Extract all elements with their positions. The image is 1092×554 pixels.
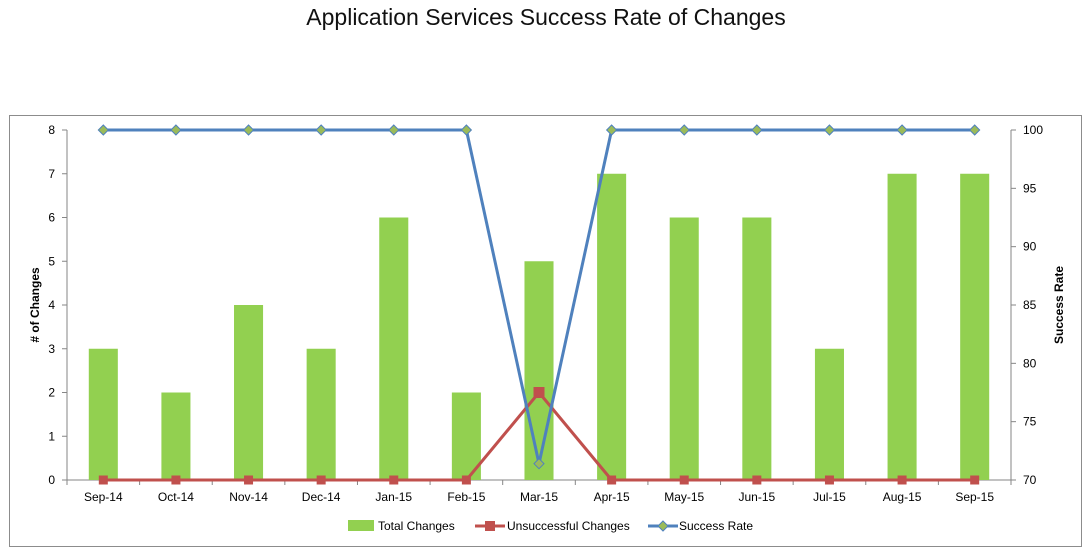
y-tick-label: 0 — [48, 473, 55, 487]
bar-total-changes — [742, 217, 772, 480]
y-tick-label: 7 — [48, 167, 55, 181]
marker-success-rate — [896, 124, 908, 136]
x-tick-label: Jul-15 — [813, 490, 846, 504]
y2-tick-label: 70 — [1023, 473, 1037, 487]
x-tick-label: Mar-15 — [520, 490, 558, 504]
marker-success-rate — [97, 124, 110, 136]
bar-total-changes — [234, 305, 264, 480]
y2-axis-title: Success Rate — [1052, 266, 1066, 344]
marker-unsuccessful-changes — [824, 475, 834, 485]
x-tick-label: Aug-15 — [883, 490, 922, 504]
x-tick-label: Dec-14 — [302, 490, 341, 504]
legend-label-unsuccessful-changes: Unsuccessful Changes — [507, 519, 630, 533]
marker-unsuccessful-changes — [461, 475, 471, 485]
bar-total-changes — [306, 348, 336, 480]
y2-tick-label: 85 — [1023, 298, 1037, 312]
bar-total-changes — [814, 348, 844, 480]
x-tick-label: Apr-15 — [594, 490, 630, 504]
x-tick-label: Sep-14 — [84, 490, 123, 504]
chart-title: Application Services Success Rate of Cha… — [306, 4, 786, 30]
x-tick-label: Jan-15 — [375, 490, 412, 504]
bar-total-changes — [669, 217, 699, 480]
y-tick-label: 3 — [48, 342, 55, 356]
x-tick-label: Sep-15 — [955, 490, 994, 504]
marker-unsuccessful-changes — [171, 475, 181, 485]
x-tick-label: Nov-14 — [229, 490, 268, 504]
legend-marker-unsuccessful-changes — [485, 521, 495, 531]
bar-total-changes — [524, 261, 554, 480]
marker-success-rate — [388, 124, 400, 136]
y-tick-label: 2 — [48, 386, 55, 400]
marker-success-rate — [242, 124, 255, 136]
bar-total-changes — [451, 392, 481, 480]
marker-unsuccessful-changes — [752, 475, 762, 485]
bar-total-changes — [88, 348, 118, 480]
y2-tick-label: 75 — [1023, 415, 1037, 429]
legend-label-success-rate: Success Rate — [679, 519, 753, 533]
bar-total-changes — [887, 173, 917, 480]
x-tick-label: May-15 — [664, 490, 704, 504]
bar-total-changes — [379, 217, 409, 480]
marker-unsuccessful-changes — [98, 475, 108, 485]
marker-success-rate — [823, 124, 836, 136]
y-tick-label: 5 — [48, 254, 55, 268]
marker-success-rate — [460, 124, 473, 136]
marker-success-rate — [678, 124, 690, 136]
x-tick-label: Oct-14 — [158, 490, 194, 504]
marker-success-rate — [170, 124, 182, 136]
marker-success-rate — [751, 124, 763, 136]
y2-tick-label: 90 — [1023, 240, 1037, 254]
y-tick-label: 4 — [48, 298, 55, 312]
marker-unsuccessful-changes — [970, 475, 980, 485]
marker-unsuccessful-changes — [316, 475, 326, 485]
marker-success-rate — [968, 124, 981, 136]
marker-unsuccessful-changes — [389, 475, 399, 485]
y-axis-title: # of Changes — [28, 267, 42, 343]
marker-unsuccessful-changes — [533, 387, 545, 398]
legend-marker-success-rate — [657, 520, 669, 532]
legend-label-total-changes: Total Changes — [378, 519, 455, 533]
marker-success-rate — [315, 124, 327, 136]
marker-unsuccessful-changes — [607, 475, 617, 485]
marker-unsuccessful-changes — [244, 475, 254, 485]
bar-total-changes — [597, 173, 627, 480]
y-tick-label: 8 — [48, 123, 55, 137]
y-tick-label: 1 — [48, 429, 55, 443]
y2-tick-label: 80 — [1023, 356, 1037, 370]
y-tick-label: 6 — [48, 211, 55, 225]
y2-tick-label: 95 — [1023, 181, 1037, 195]
marker-success-rate — [605, 124, 618, 136]
marker-unsuccessful-changes — [897, 475, 907, 485]
legend-swatch-total-changes — [348, 520, 374, 531]
marker-success-rate — [533, 457, 545, 470]
y2-tick-label: 100 — [1023, 123, 1043, 137]
bar-total-changes — [960, 173, 990, 480]
chart-area — [9, 115, 1082, 547]
bar-total-changes — [161, 392, 191, 480]
x-tick-label: Jun-15 — [738, 490, 775, 504]
marker-unsuccessful-changes — [679, 475, 689, 485]
x-tick-label: Feb-15 — [447, 490, 485, 504]
